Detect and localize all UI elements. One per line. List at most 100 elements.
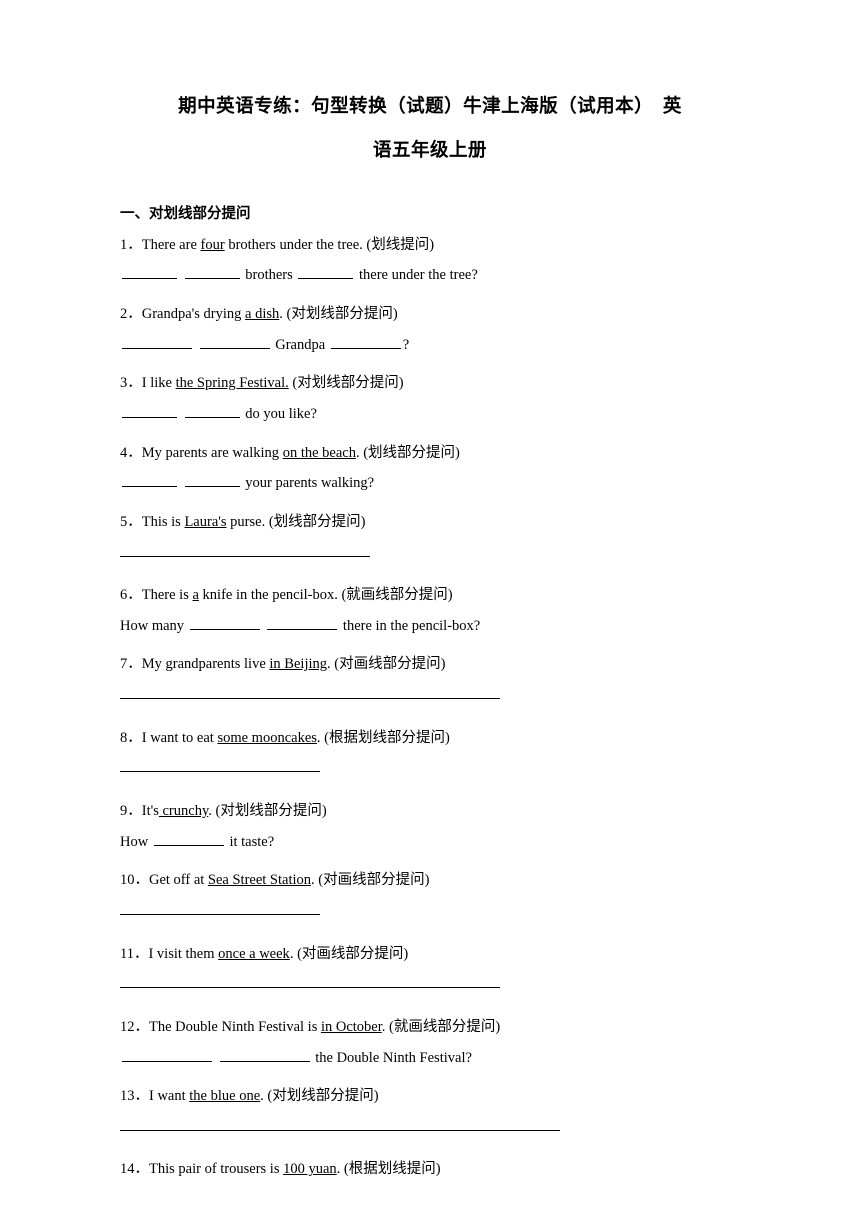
blank[interactable] bbox=[122, 404, 177, 418]
q-number: 6． bbox=[120, 587, 142, 603]
q-text-post: knife in the pencil-box. (就画线部分提问) bbox=[199, 587, 453, 603]
blank[interactable] bbox=[122, 473, 177, 487]
blank[interactable] bbox=[190, 616, 260, 630]
q-text-post: . (根据划线部分提问) bbox=[317, 730, 450, 746]
blank[interactable] bbox=[220, 1048, 310, 1062]
answer-2: Grandpa ? bbox=[120, 333, 740, 358]
blank[interactable] bbox=[185, 473, 240, 487]
q-text-post: purse. (划线部分提问) bbox=[227, 514, 366, 530]
title-line-1: 期中英语专练：句型转换（试题）牛津上海版（试用本） 英 bbox=[178, 97, 682, 117]
document-title: 期中英语专练：句型转换（试题）牛津上海版（试用本） 英 语五年级上册 bbox=[120, 85, 740, 174]
answer-5 bbox=[120, 541, 740, 566]
blank[interactable] bbox=[120, 758, 320, 772]
blank[interactable] bbox=[185, 404, 240, 418]
q-text-pre: There are bbox=[142, 237, 201, 253]
q-underlined: Laura's bbox=[184, 514, 226, 530]
blank[interactable] bbox=[120, 543, 370, 557]
ans-text: do you like? bbox=[242, 406, 317, 422]
answer-12: the Double Ninth Festival? bbox=[120, 1046, 740, 1071]
ans-text: the Double Ninth Festival? bbox=[312, 1050, 472, 1066]
q-underlined: the Spring Festival. bbox=[176, 375, 289, 391]
q-number: 3． bbox=[120, 375, 142, 391]
question-14: 14．This pair of trousers is 100 yuan. (根… bbox=[120, 1157, 740, 1182]
q-number: 8． bbox=[120, 730, 142, 746]
q-text-post: . (对划线部分提问) bbox=[279, 306, 397, 322]
q-underlined: four bbox=[201, 237, 225, 253]
title-line-2: 语五年级上册 bbox=[373, 141, 487, 161]
q-text-pre: The Double Ninth Festival is bbox=[149, 1019, 321, 1035]
blank[interactable] bbox=[120, 974, 500, 988]
q-text-post: . (对画线部分提问) bbox=[311, 872, 429, 888]
q-text-pre: My parents are walking bbox=[142, 445, 283, 461]
q-number: 5． bbox=[120, 514, 142, 530]
ans-text: brothers bbox=[242, 267, 297, 283]
q-number: 10． bbox=[120, 872, 149, 888]
q-underlined: in Beijing bbox=[269, 656, 327, 672]
q-text-post: . (根据划线提问) bbox=[337, 1161, 441, 1177]
answer-11 bbox=[120, 972, 740, 997]
q-number: 4． bbox=[120, 445, 142, 461]
blank[interactable] bbox=[122, 265, 177, 279]
q-underlined: the blue one bbox=[189, 1088, 260, 1104]
q-text-pre: This is bbox=[142, 514, 185, 530]
q-text-pre: I want bbox=[149, 1088, 189, 1104]
q-text-post: . (对画线部分提问) bbox=[290, 946, 408, 962]
q-number: 12． bbox=[120, 1019, 149, 1035]
q-number: 13． bbox=[120, 1088, 149, 1104]
q-text-post: (对划线部分提问) bbox=[289, 375, 404, 391]
ans-text: Grandpa bbox=[272, 337, 329, 353]
ans-text: ? bbox=[403, 337, 409, 353]
q-text-pre: There is bbox=[142, 587, 193, 603]
q-text-post: brothers under the tree. (划线提问) bbox=[225, 237, 434, 253]
q-text-pre: It's bbox=[142, 803, 159, 819]
blank[interactable] bbox=[267, 616, 337, 630]
q-underlined: Sea Street Station bbox=[208, 872, 311, 888]
blank[interactable] bbox=[154, 832, 224, 846]
ans-text: your parents walking? bbox=[242, 475, 374, 491]
q-text-pre: Get off at bbox=[149, 872, 208, 888]
question-5: 5．This is Laura's purse. (划线部分提问) bbox=[120, 510, 740, 535]
q-text-pre: My grandparents live bbox=[142, 656, 270, 672]
q-text-post: . (对划线部分提问) bbox=[208, 803, 326, 819]
blank[interactable] bbox=[120, 901, 320, 915]
blank[interactable] bbox=[122, 1048, 212, 1062]
blank[interactable] bbox=[331, 335, 401, 349]
blank[interactable] bbox=[298, 265, 353, 279]
answer-4: your parents walking? bbox=[120, 471, 740, 496]
section-header: 一、对划线部分提问 bbox=[120, 202, 740, 223]
question-8: 8．I want to eat some mooncakes. (根据划线部分提… bbox=[120, 726, 740, 751]
ans-text: there in the pencil-box? bbox=[339, 618, 480, 634]
answer-1: brothers there under the tree? bbox=[120, 263, 740, 288]
blank[interactable] bbox=[120, 685, 500, 699]
answer-9: How it taste? bbox=[120, 830, 740, 855]
blank[interactable] bbox=[200, 335, 270, 349]
q-underlined: on the beach bbox=[283, 445, 356, 461]
question-9: 9．It's crunchy. (对划线部分提问) bbox=[120, 799, 740, 824]
ans-text: there under the tree? bbox=[355, 267, 477, 283]
question-3: 3．I like the Spring Festival. (对划线部分提问) bbox=[120, 371, 740, 396]
blank[interactable] bbox=[120, 1117, 560, 1131]
answer-10 bbox=[120, 899, 740, 924]
q-text-pre: Grandpa's drying bbox=[142, 306, 245, 322]
question-4: 4．My parents are walking on the beach. (… bbox=[120, 441, 740, 466]
question-6: 6．There is a knife in the pencil-box. (就… bbox=[120, 583, 740, 608]
q-underlined: in October bbox=[321, 1019, 382, 1035]
answer-8 bbox=[120, 756, 740, 781]
answer-13 bbox=[120, 1115, 740, 1140]
blank[interactable] bbox=[122, 335, 192, 349]
answer-3: do you like? bbox=[120, 402, 740, 427]
q-underlined: a dish bbox=[245, 306, 279, 322]
q-number: 11． bbox=[120, 946, 148, 962]
blank[interactable] bbox=[185, 265, 240, 279]
q-underlined: some mooncakes bbox=[217, 730, 316, 746]
ans-text: it taste? bbox=[226, 834, 274, 850]
q-number: 1． bbox=[120, 237, 142, 253]
q-text-pre: I like bbox=[142, 375, 176, 391]
question-1: 1．There are four brothers under the tree… bbox=[120, 233, 740, 258]
ans-text: How bbox=[120, 834, 152, 850]
answer-7 bbox=[120, 683, 740, 708]
q-text-pre: I want to eat bbox=[142, 730, 218, 746]
answer-6: How many there in the pencil-box? bbox=[120, 614, 740, 639]
q-underlined: crunchy bbox=[159, 803, 208, 819]
q-underlined: once a week bbox=[218, 946, 290, 962]
